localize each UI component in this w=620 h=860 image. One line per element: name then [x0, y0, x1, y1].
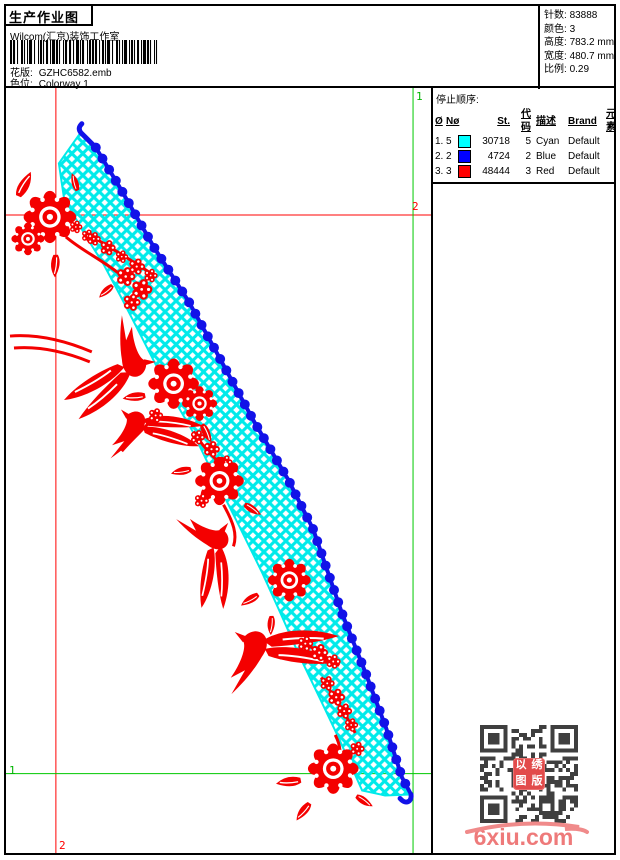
design-stats: 针数: 83888 颜色: 3 高度: 783.2 mm 宽度: 480.7 m… [538, 6, 614, 89]
col-code: 代码 [521, 109, 531, 133]
stat-colors: 颜色: 3 [544, 23, 576, 35]
color-swatch [458, 150, 471, 163]
barcode-icon [10, 40, 158, 64]
colorway-label: 色位: [10, 79, 33, 90]
pattern-row: 花版: GZHC6582.emb [10, 64, 112, 79]
start-marker-label-left: 1 [9, 764, 16, 777]
right-column: 停止顺序: Ø Nø St. 代码 描述 Brand 元素 1. 5 30718… [431, 88, 616, 853]
colorway-row: 色位: Colorway 1 [10, 75, 89, 90]
color-swatch [458, 165, 471, 178]
seal-stamp-icon: 以 绣 图 版 [513, 758, 545, 790]
start-marker-label-top: 1 [416, 90, 423, 103]
studio-name: Wilcom(汇京)装饰工作室 [10, 32, 120, 43]
colorway-value: Colorway 1 [38, 79, 89, 90]
end-marker-label-bottom: 2 [59, 839, 66, 852]
red-motifs [9, 171, 374, 822]
worksheet-page: 生产作业图 Wilcom(汇京)装饰工作室 花版: GZHC6582.emb 色位… [4, 4, 616, 855]
page-title: 生产作业图 [6, 6, 93, 26]
stop-row-seq: 1. [435, 136, 444, 147]
qr-block: 以 绣 图 版 [480, 725, 578, 823]
col-stitches: St. [497, 115, 510, 127]
stat-width: 宽度: 480.7 mm [544, 50, 615, 62]
stop-sequence-title: 停止顺序: [436, 95, 479, 106]
color-swatch [458, 135, 471, 148]
col-element: 元素 [606, 109, 616, 133]
stop-sequence-table: 停止顺序: Ø Nø St. 代码 描述 Brand 元素 1. 5 30718… [433, 88, 616, 184]
col-needle: Nø [446, 115, 460, 127]
scallop-edge [76, 121, 417, 805]
col-brand: Brand [568, 115, 597, 127]
stat-scale: 比例: 0.29 [544, 64, 590, 75]
stat-height: 高度: 783.2 mm [544, 37, 615, 48]
end-marker-label-right: 2 [412, 200, 419, 213]
watermark: 6xiu.com [433, 821, 614, 852]
stop-row-seq: 2. [435, 151, 444, 162]
design-preview-area: 1 1 2 2 [6, 88, 431, 853]
pattern-value: GZHC6582.emb [38, 68, 112, 79]
col-seq: Ø [435, 115, 443, 127]
watermark-swoosh-icon [465, 821, 589, 834]
stat-stitches: 针数: 83888 [544, 10, 598, 21]
header: 生产作业图 Wilcom(汇京)装饰工作室 花版: GZHC6582.emb 色位… [6, 6, 614, 90]
design-preview [6, 88, 431, 853]
pattern-label: 花版: [10, 68, 33, 79]
stop-row-seq: 3. [435, 166, 444, 177]
col-desc: 描述 [536, 115, 556, 127]
